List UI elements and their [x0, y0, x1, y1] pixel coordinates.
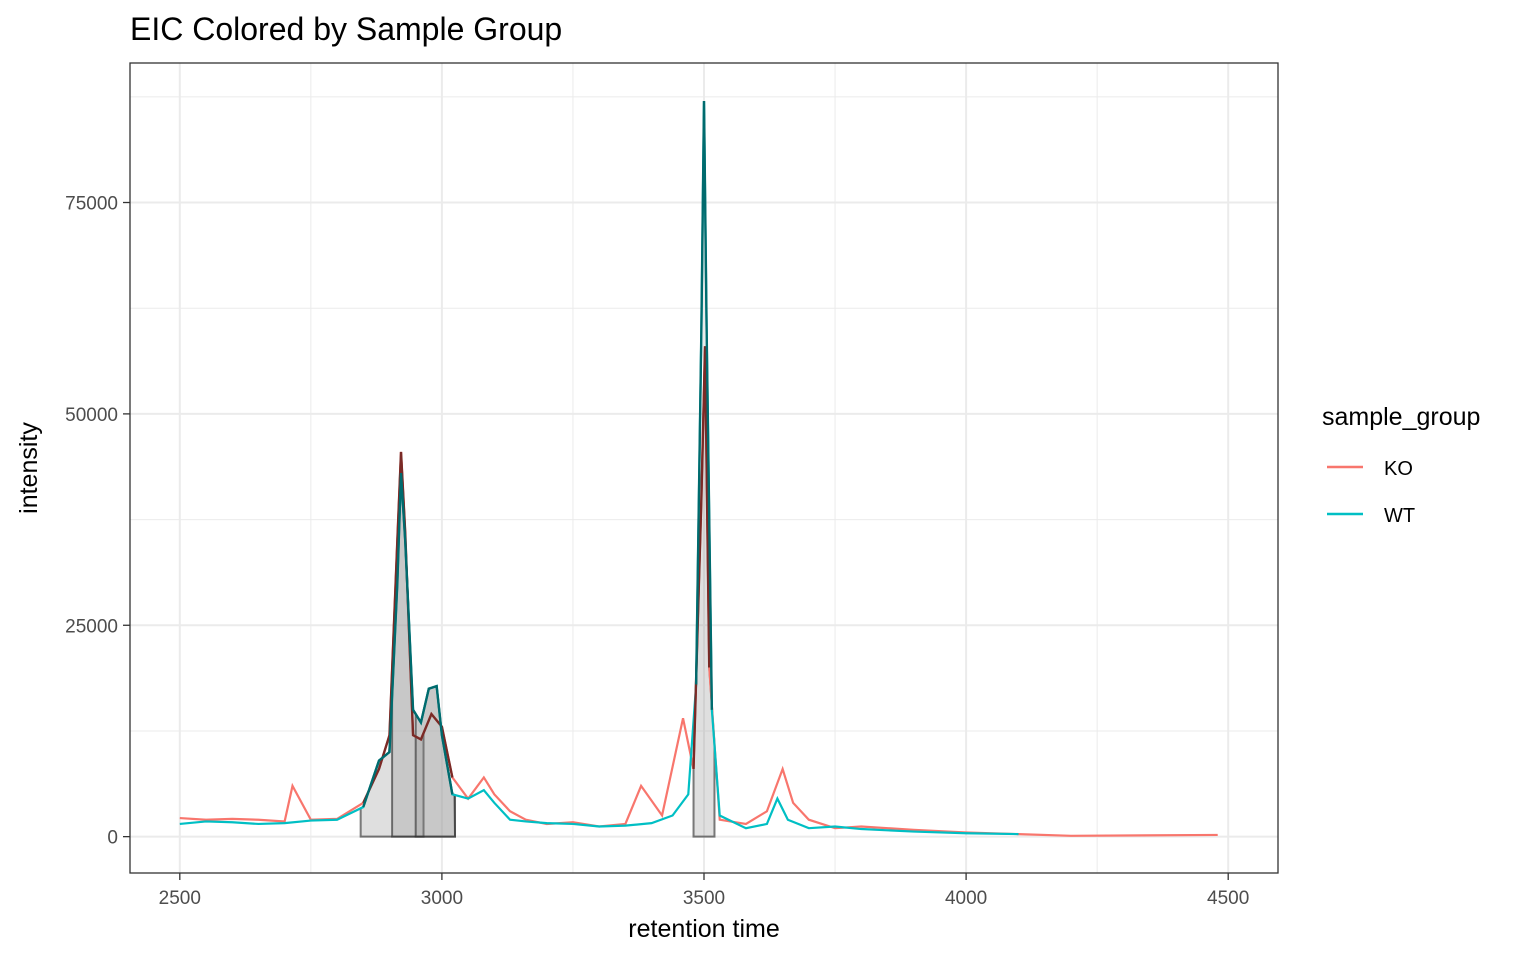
legend-label-wt: WT — [1384, 505, 1415, 527]
legend-label-ko: KO — [1384, 458, 1413, 480]
legend-item-wt: WT — [1327, 505, 1415, 527]
y-tick-label: 25000 — [65, 616, 118, 637]
plot-panel — [129, 62, 1279, 874]
legend-item-ko: KO — [1327, 458, 1413, 480]
legend: sample_group KO WT — [1322, 403, 1480, 527]
x-axis: 2500 3000 3500 4000 4500 — [159, 873, 1249, 909]
legend-title: sample_group — [1322, 403, 1480, 431]
y-tick-label: 75000 — [65, 194, 118, 215]
x-tick-label: 2500 — [159, 888, 201, 909]
x-tick-label: 4000 — [945, 888, 987, 909]
x-axis-title: retention time — [628, 915, 779, 943]
data-lines — [179, 101, 1218, 837]
y-axis: 0 25000 50000 75000 — [65, 194, 130, 849]
y-tick-label: 0 — [107, 828, 118, 849]
y-axis-title: intensity — [15, 422, 43, 514]
chart-title: EIC Colored by Sample Group — [130, 11, 562, 47]
x-tick-label: 3500 — [683, 888, 725, 909]
peak-highlight-line — [694, 101, 714, 710]
peak-highlight-line — [362, 472, 454, 808]
y-tick-label: 50000 — [65, 405, 118, 426]
x-tick-label: 3000 — [421, 888, 463, 909]
x-tick-label: 4500 — [1207, 888, 1249, 909]
peak-areas — [359, 346, 716, 838]
